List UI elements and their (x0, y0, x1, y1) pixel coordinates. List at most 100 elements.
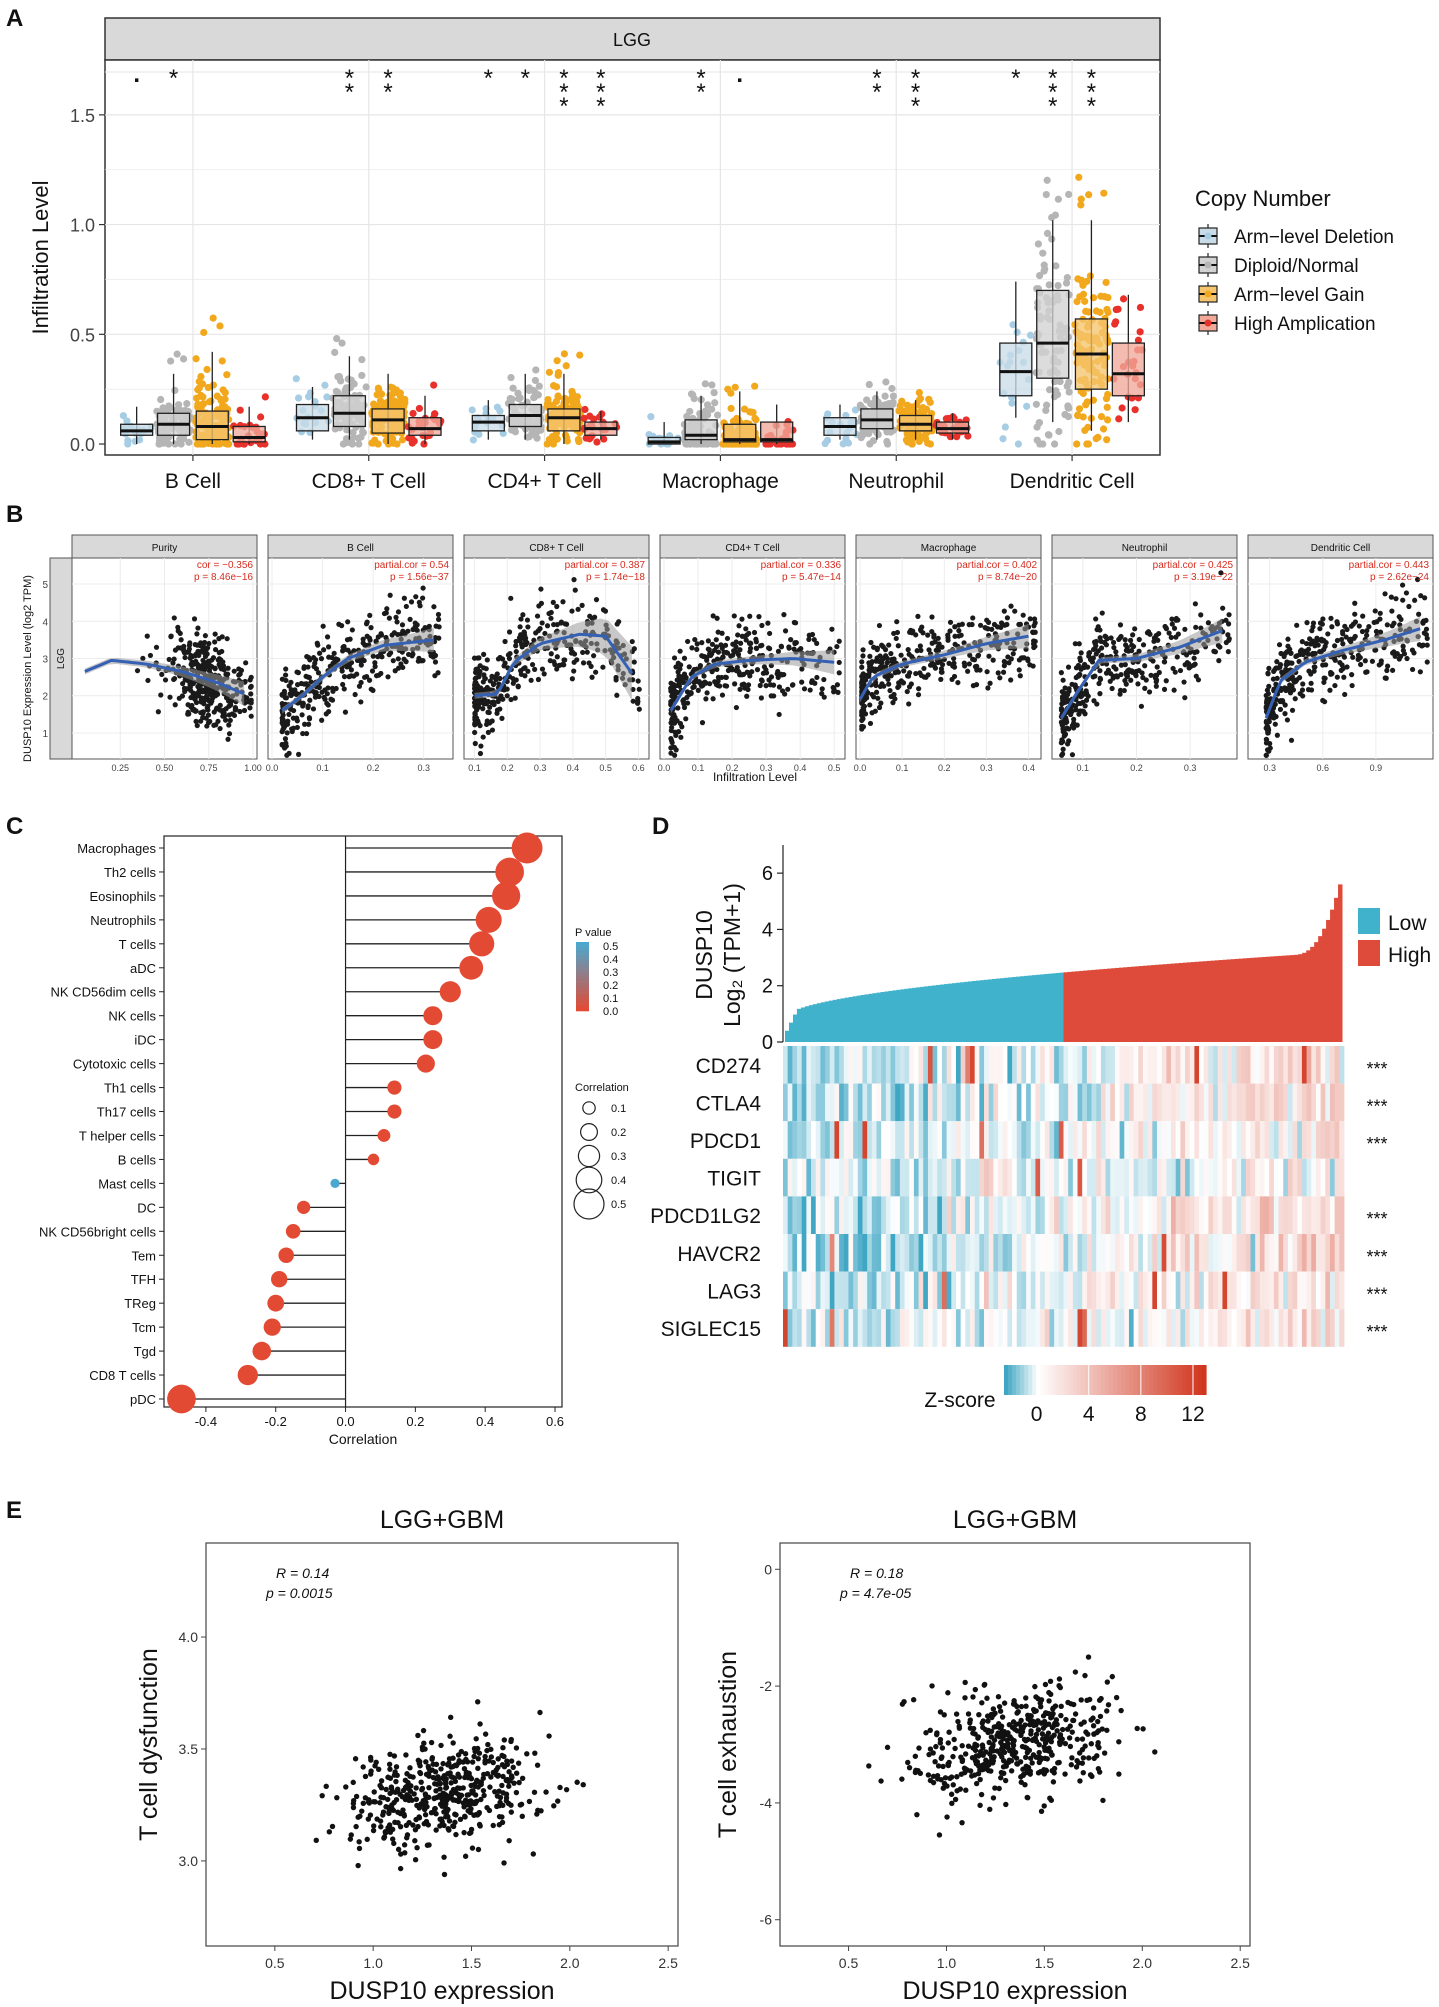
data-point (1294, 653, 1300, 659)
heatmap-cell (1072, 1083, 1078, 1122)
lollipop-dot (330, 1178, 340, 1189)
data-point (1192, 601, 1198, 607)
data-point (186, 711, 192, 717)
data-point (917, 643, 923, 649)
x-tick-label: 0.1 (316, 763, 329, 773)
data-point (887, 687, 893, 694)
heatmap-cell (1301, 1046, 1307, 1084)
data-point (926, 440, 934, 448)
data-point (225, 665, 231, 671)
data-point (1140, 642, 1147, 648)
data-point (1060, 677, 1066, 683)
data-point (1401, 651, 1408, 657)
heatmap-cell (1297, 1083, 1303, 1122)
data-point (681, 704, 688, 711)
heatmap-cell (820, 1083, 826, 1122)
data-point (341, 674, 348, 680)
data-point (1103, 436, 1111, 444)
data-point (753, 639, 759, 645)
heatmap-cell (1002, 1046, 1008, 1084)
data-point (1036, 440, 1044, 448)
category-label: NK CD56bright cells (39, 1224, 157, 1239)
expression-bar (1314, 942, 1319, 1042)
data-point (1059, 701, 1065, 707)
data-point (409, 409, 417, 418)
data-point (994, 624, 1001, 630)
data-point (591, 653, 597, 659)
data-point (1356, 623, 1362, 629)
data-point (983, 625, 989, 631)
data-point (159, 439, 167, 447)
data-point (1075, 673, 1082, 679)
data-point (766, 677, 772, 683)
x-tick-label: Macrophage (662, 470, 779, 493)
data-point (767, 630, 773, 637)
data-point (1104, 390, 1112, 399)
expression-bar (1234, 958, 1240, 1042)
p-value-label: p = 2.62e−24 (1370, 572, 1429, 583)
x-tick-label: 0.0 (854, 763, 867, 773)
data-point (1073, 297, 1081, 306)
category-label: Macrophages (77, 841, 156, 856)
heatmap-cell (1110, 1083, 1116, 1122)
data-point (906, 701, 912, 707)
data-point (1075, 405, 1084, 413)
data-point (497, 706, 503, 712)
heatmap-cell (815, 1046, 821, 1084)
data-point (694, 646, 700, 652)
data-point (370, 687, 376, 693)
data-point (1020, 612, 1026, 618)
expression-bar (1178, 962, 1184, 1042)
heatmap-cell (1301, 1083, 1307, 1122)
correlation-label: partial.cor = 0.443 (1349, 560, 1430, 571)
data-point (123, 417, 131, 425)
data-point (747, 649, 753, 655)
data-point (836, 638, 842, 644)
data-point (1171, 687, 1177, 693)
data-point (202, 662, 208, 668)
expression-bar (852, 996, 858, 1042)
data-point (614, 692, 620, 698)
heatmap-cell (829, 1046, 835, 1084)
heatmap-cell (1208, 1046, 1214, 1084)
expression-bar (928, 985, 933, 1042)
data-point (191, 661, 198, 667)
heatmap-cell (857, 1083, 863, 1122)
heatmap-cell (1259, 1083, 1265, 1122)
data-point (757, 682, 763, 689)
data-point (204, 723, 210, 729)
data-point (403, 603, 409, 610)
data-point (119, 412, 128, 420)
expression-bar (1310, 946, 1315, 1042)
data-point (376, 397, 385, 405)
heatmap-cell (937, 1046, 943, 1084)
data-point (751, 382, 759, 390)
data-point (307, 697, 313, 703)
heatmap-cell (1138, 1046, 1144, 1084)
data-point (865, 380, 873, 389)
data-point (1352, 633, 1358, 640)
data-point (410, 626, 416, 633)
data-point (420, 440, 428, 448)
heatmap-cell (918, 1046, 924, 1084)
data-point (222, 713, 228, 719)
data-point (744, 693, 750, 699)
heatmap-cell (1105, 1046, 1111, 1084)
expression-bar (1143, 965, 1148, 1042)
data-point (1023, 402, 1031, 410)
expression-bar (975, 980, 981, 1042)
data-point (907, 430, 915, 438)
data-point (688, 690, 694, 696)
data-point (569, 676, 575, 682)
data-point (1352, 611, 1358, 617)
heatmap-cell (1175, 1083, 1181, 1122)
data-point (938, 666, 945, 672)
heatmap-cell (970, 1046, 976, 1084)
expression-bar (1015, 976, 1021, 1042)
data-point (952, 633, 958, 639)
expression-bar (1322, 928, 1327, 1042)
data-point (195, 689, 201, 695)
expression-bar (1087, 970, 1092, 1042)
data-point (183, 400, 191, 408)
expression-bar (1198, 961, 1204, 1042)
